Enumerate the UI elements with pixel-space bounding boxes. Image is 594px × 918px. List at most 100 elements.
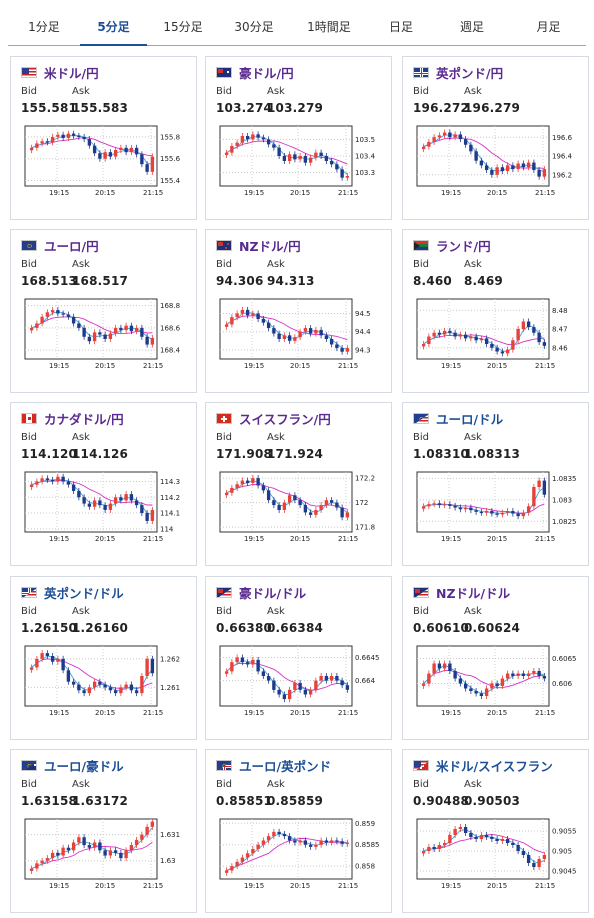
ask-label: Ask: [267, 606, 285, 617]
price-chart[interactable]: 0.6065 0.606 19:15 20:15 21:15: [413, 644, 583, 736]
price-chart[interactable]: 196.6 196.4 196.2 19:15 20:15 21:15: [413, 124, 583, 216]
y-tick-label: 1.262: [160, 655, 180, 663]
moving-average-long: [423, 334, 545, 346]
candle-body: [448, 504, 452, 506]
candle-body: [82, 837, 86, 846]
candle-body: [335, 676, 339, 681]
candle-body: [303, 689, 308, 695]
pair-link[interactable]: 豪ドル/円: [216, 63, 294, 81]
pair-name: 米ドル/スイスフラン: [436, 758, 553, 774]
price-chart[interactable]: 94.5 94.4 94.3 19:15 20:15 21:15: [216, 297, 386, 389]
pair-link[interactable]: スイスフラン/円: [216, 409, 331, 427]
y-tick-label: 114.2: [160, 494, 180, 502]
price-chart[interactable]: 0.9055 0.905 0.9045 19:15 20:15 21:15: [413, 817, 583, 909]
tab-2[interactable]: 15分足: [163, 20, 203, 34]
candle-body: [421, 146, 426, 150]
tab-6[interactable]: 週足: [459, 20, 484, 34]
pair-link[interactable]: ランド/円: [413, 236, 491, 254]
bid-label: Bid: [21, 259, 37, 270]
candle-body: [119, 327, 123, 331]
pair-link[interactable]: 米ドル/スイスフラン: [413, 756, 553, 774]
x-tick-label: 21:15: [535, 535, 555, 543]
candle-body: [261, 319, 266, 323]
pair-name: NZドル/ドル: [436, 585, 511, 601]
candle-body: [421, 851, 426, 854]
candle-body: [140, 327, 144, 337]
y-tick-label: 168.8: [160, 302, 180, 310]
candle-body: [474, 151, 478, 161]
ask-value: 155.583: [72, 101, 129, 115]
candle-body: [261, 137, 266, 140]
candle-body: [40, 860, 44, 864]
bid-label: Bid: [216, 606, 232, 617]
tab-1[interactable]: 5分足: [80, 8, 147, 46]
y-tick-label: 103.5: [355, 136, 375, 144]
pair-link[interactable]: ユーロ/英ポンド: [216, 756, 331, 774]
pair-link[interactable]: 豪ドル/ドル: [216, 583, 306, 601]
pair-name: ランド/円: [436, 238, 491, 254]
candle-body: [50, 479, 55, 482]
price-chart[interactable]: 114.3 114.2 114.1 114 19:15 20:15 21:15: [21, 470, 191, 562]
candle-body: [542, 480, 547, 495]
price-chart[interactable]: 8.48 8.47 8.46 19:15 20:15 21:15: [413, 297, 583, 389]
candle-body: [113, 497, 118, 504]
plot-frame: [416, 818, 550, 880]
moving-average-long: [226, 838, 348, 871]
candle-body: [324, 500, 329, 506]
candlestick-chart: 114.3 114.2 114.1 114 19:15 20:15 21:15: [24, 471, 180, 543]
currency-flag-icon: [413, 66, 429, 78]
pair-link[interactable]: ユーロ/豪ドル: [21, 756, 124, 774]
candle-body: [500, 512, 505, 515]
pair-link[interactable]: カナダドル/円: [21, 409, 124, 427]
candle-body: [469, 336, 473, 339]
candle-body: [453, 829, 457, 835]
bid-value: 0.60610: [413, 621, 470, 635]
candle-body: [463, 507, 468, 510]
candle-body: [140, 834, 144, 840]
tab-5[interactable]: 日足: [388, 20, 413, 34]
y-tick-label: 168.6: [160, 324, 181, 332]
bid-value: 171.908: [216, 447, 273, 461]
candle-body: [537, 332, 541, 343]
price-chart[interactable]: 1.0835 1.083 1.0825 19:15 20:15 21:15: [413, 470, 583, 562]
currency-flag-icon: [216, 239, 232, 251]
tab-3[interactable]: 30分足: [234, 20, 274, 34]
candle-body: [526, 321, 531, 328]
pair-link[interactable]: NZドル/円: [216, 236, 301, 254]
ask-label: Ask: [464, 432, 482, 443]
y-tick-label: 8.47: [552, 326, 568, 334]
bid-label: Bid: [21, 606, 37, 617]
candle-body: [256, 478, 260, 486]
candle-body: [511, 511, 515, 514]
price-chart[interactable]: 168.8 168.6 168.4 19:15 20:15 21:15: [21, 297, 191, 389]
candle-body: [340, 348, 344, 352]
tab-7[interactable]: 月足: [536, 20, 561, 34]
price-chart[interactable]: 103.5 103.4 103.3 19:15 20:15 21:15: [216, 124, 386, 216]
candle-body: [71, 842, 76, 851]
price-chart[interactable]: 155.8 155.6 155.4 19:15 20:15 21:15: [21, 124, 191, 216]
pair-link[interactable]: ユーロ/ドル: [413, 409, 503, 427]
price-chart[interactable]: 1.262 1.261 19:15 20:15 21:15: [21, 644, 191, 736]
candle-body: [224, 152, 229, 156]
tab-0[interactable]: 1分足: [28, 20, 60, 34]
x-tick-label: 21:15: [143, 535, 163, 543]
pair-link[interactable]: 英ポンド/ドル: [21, 583, 124, 601]
pair-link[interactable]: 英ポンド/円: [413, 63, 503, 81]
candle-body: [113, 690, 118, 694]
tab-4[interactable]: 1時間足: [307, 20, 351, 34]
price-chart[interactable]: 0.6645 0.664 19:15 20:15 21:15: [216, 644, 386, 736]
price-chart[interactable]: 0.859 0.8585 0.858 19:15 20:15 21:15: [216, 817, 386, 909]
price-chart[interactable]: 1.631 1.63 19:15 20:15 21:15: [21, 817, 191, 909]
candle-body: [272, 328, 276, 334]
x-tick-label: 20:15: [95, 535, 115, 543]
candle-body: [293, 337, 297, 341]
x-tick-label: 19:15: [49, 882, 69, 890]
pair-link[interactable]: 米ドル/円: [21, 63, 99, 81]
bid-value: 168.513: [21, 274, 78, 288]
price-chart[interactable]: 172.2 172 171.8 19:15 20:15 21:15: [216, 470, 386, 562]
pair-link[interactable]: NZドル/ドル: [413, 583, 510, 601]
bid-value: 155.581: [21, 101, 78, 115]
x-tick-label: 21:15: [338, 189, 358, 197]
candle-body: [458, 827, 463, 829]
pair-link[interactable]: ユーロ/円: [21, 236, 99, 254]
